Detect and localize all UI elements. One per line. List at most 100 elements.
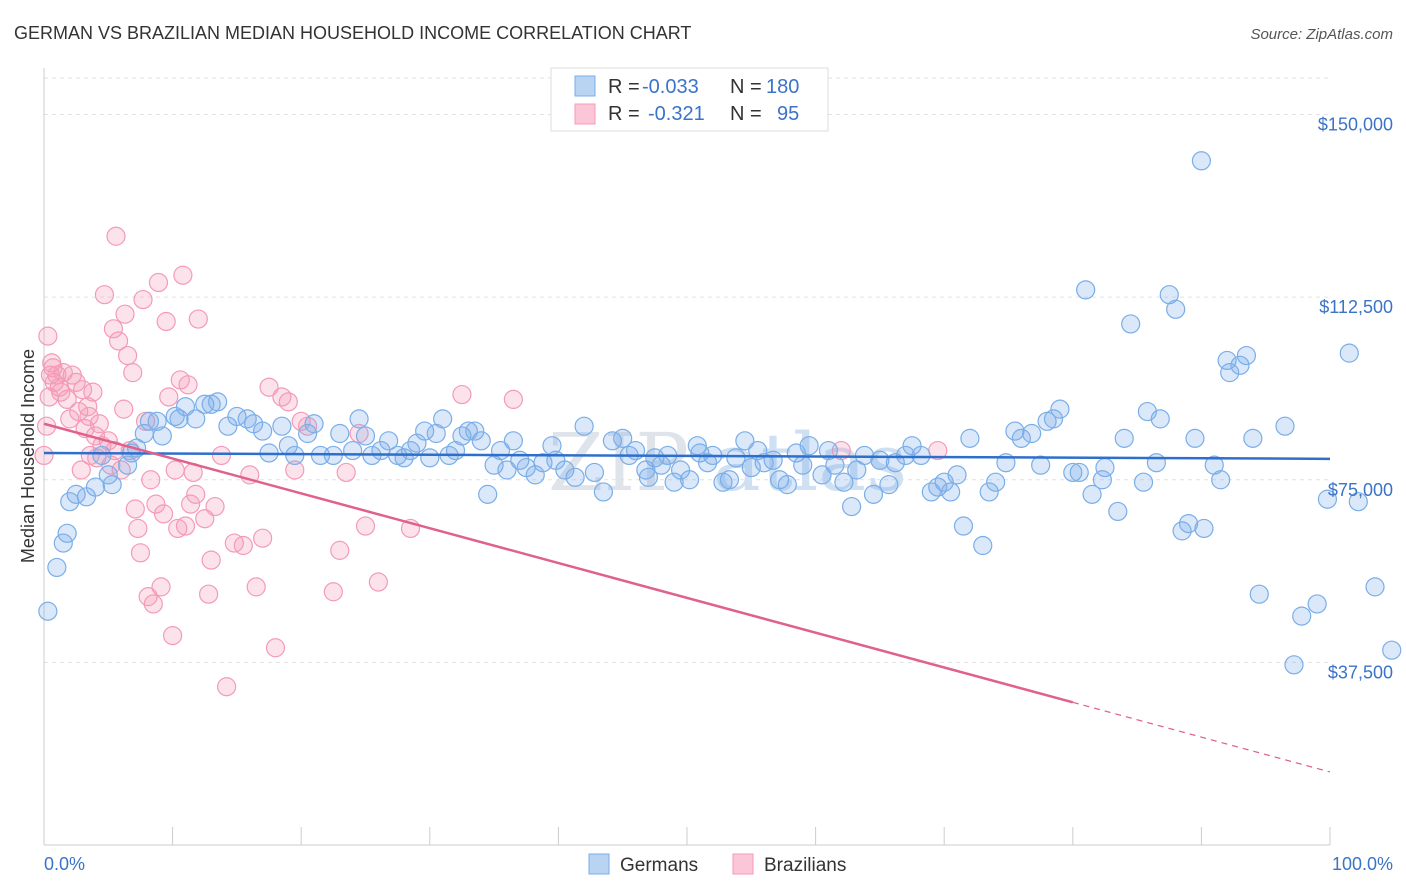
x-tick-labels: 0.0% 100.0% <box>44 854 1393 874</box>
germans-point-21 <box>186 409 206 429</box>
brazilians-point-36 <box>128 518 148 539</box>
legend-bottom-swatch-brazilians <box>732 853 754 875</box>
germans-point-63 <box>503 431 523 451</box>
brazilians-point-75 <box>285 460 305 480</box>
germans-point-103 <box>799 436 819 456</box>
germans-point-142 <box>1108 501 1128 522</box>
germans-point-58 <box>471 431 491 451</box>
brazilians-point-38 <box>133 289 153 310</box>
brazilians-point-27 <box>106 226 126 246</box>
brazilians-point-71 <box>259 377 279 397</box>
brazilians-point-34 <box>123 363 143 383</box>
x-tick-label-0: 0.0% <box>44 854 85 874</box>
brazilians-point-41 <box>141 470 161 490</box>
germans-point-125 <box>973 535 993 556</box>
legend-bottom-swatch-germans <box>588 853 610 875</box>
brazilians-point-74 <box>278 392 298 412</box>
germans-point-74 <box>593 482 614 502</box>
germans-point-143 <box>1114 428 1134 448</box>
germans-point-94 <box>735 431 755 451</box>
brazilians-point-54 <box>175 516 196 536</box>
brazilians-point-70 <box>253 528 273 548</box>
germans-point-169 <box>1339 343 1359 363</box>
brazilians-point-47 <box>156 311 176 332</box>
brazilians-point-35 <box>125 499 145 519</box>
germans-point-2 <box>53 533 73 553</box>
brazilians-point-61 <box>199 584 219 604</box>
brazilians-point-86 <box>503 389 523 410</box>
germans-point-66 <box>525 465 545 485</box>
germans-point-39 <box>343 440 363 461</box>
legend-n-value-brazilians: 95 <box>777 103 799 125</box>
trend-lines <box>43 422 1331 773</box>
germans-point-140 <box>1092 470 1112 490</box>
legend-n-label-germans: N = <box>730 76 762 98</box>
germans-point-52 <box>433 409 453 429</box>
brazilians-point-46 <box>153 504 174 524</box>
germans-point-71 <box>565 467 585 487</box>
y-tick-labels: $37,500 $75,000 $112,500 $150,000 <box>1318 115 1393 683</box>
germans-point-161 <box>1236 345 1257 366</box>
germans-point-159 <box>1220 363 1240 383</box>
germans-point-16 <box>147 411 167 431</box>
germans-point-33 <box>285 445 305 466</box>
germans-point-123 <box>953 516 974 536</box>
brazilians-point-45 <box>151 577 171 597</box>
brazilians-point-64 <box>211 445 232 466</box>
chart-title: GERMAN VS BRAZILIAN MEDIAN HOUSEHOLD INC… <box>14 23 691 43</box>
germans-point-121 <box>941 482 961 502</box>
brazilians-point-94 <box>105 440 125 461</box>
germans-point-98 <box>763 450 783 470</box>
gridlines <box>44 77 1330 663</box>
germans-point-95 <box>741 457 761 478</box>
brazilians-point-63 <box>205 496 225 517</box>
legend-bottom: Germans Brazilians <box>588 853 846 876</box>
legend-swatch-germans <box>574 75 596 97</box>
germans-point-72 <box>574 416 594 436</box>
germans-point-137 <box>1069 462 1089 483</box>
germans-point-157 <box>1211 470 1231 490</box>
brazilians-point-10 <box>57 389 77 410</box>
brazilians-point-21 <box>89 414 109 434</box>
brazilians-point-91 <box>71 460 91 480</box>
brazilians-point-43 <box>146 494 166 514</box>
germans-point-147 <box>1146 453 1166 473</box>
germans-point-62 <box>497 460 517 480</box>
germans-point-141 <box>1095 457 1115 478</box>
germans-point-48 <box>407 433 427 453</box>
germans-point-166 <box>1292 606 1312 626</box>
germans-point-158 <box>1217 350 1237 371</box>
germans-point-139 <box>1082 484 1102 504</box>
germans-point-31 <box>272 416 292 436</box>
legend-r-value-brazilians: -0.321 <box>648 103 705 125</box>
germans-point-168 <box>1317 489 1338 509</box>
germans-point-0 <box>38 601 58 621</box>
brazilians-point-92 <box>78 397 98 417</box>
brazilians-point-50 <box>165 460 185 480</box>
germans-point-106 <box>825 455 845 475</box>
series-brazilians <box>34 226 948 697</box>
germans-point-111 <box>863 484 884 504</box>
germans-point-73 <box>584 462 605 483</box>
brazilians-point-53 <box>173 265 193 285</box>
trend-line-germans <box>43 451 1331 461</box>
brazilians-point-62 <box>201 550 221 570</box>
brazilians-point-72 <box>265 638 286 658</box>
germans-point-7 <box>85 477 106 497</box>
germans-point-160 <box>1230 355 1250 375</box>
brazilians-point-23 <box>94 285 115 305</box>
brazilians-point-51 <box>168 518 188 539</box>
brazilians-point-44 <box>148 272 169 293</box>
germans-point-34 <box>298 423 318 444</box>
germans-point-138 <box>1076 280 1096 300</box>
germans-point-29 <box>253 421 273 441</box>
germans-point-41 <box>355 426 376 446</box>
y-axis-label: Median Household Income <box>18 349 38 563</box>
germans-point-40 <box>349 409 369 429</box>
brazilians-point-48 <box>159 387 179 407</box>
brazilians-point-79 <box>330 540 350 560</box>
germans-point-164 <box>1275 416 1295 436</box>
brazilians-point-90 <box>51 382 71 402</box>
germans-point-8 <box>92 445 112 466</box>
germans-point-167 <box>1307 594 1327 614</box>
